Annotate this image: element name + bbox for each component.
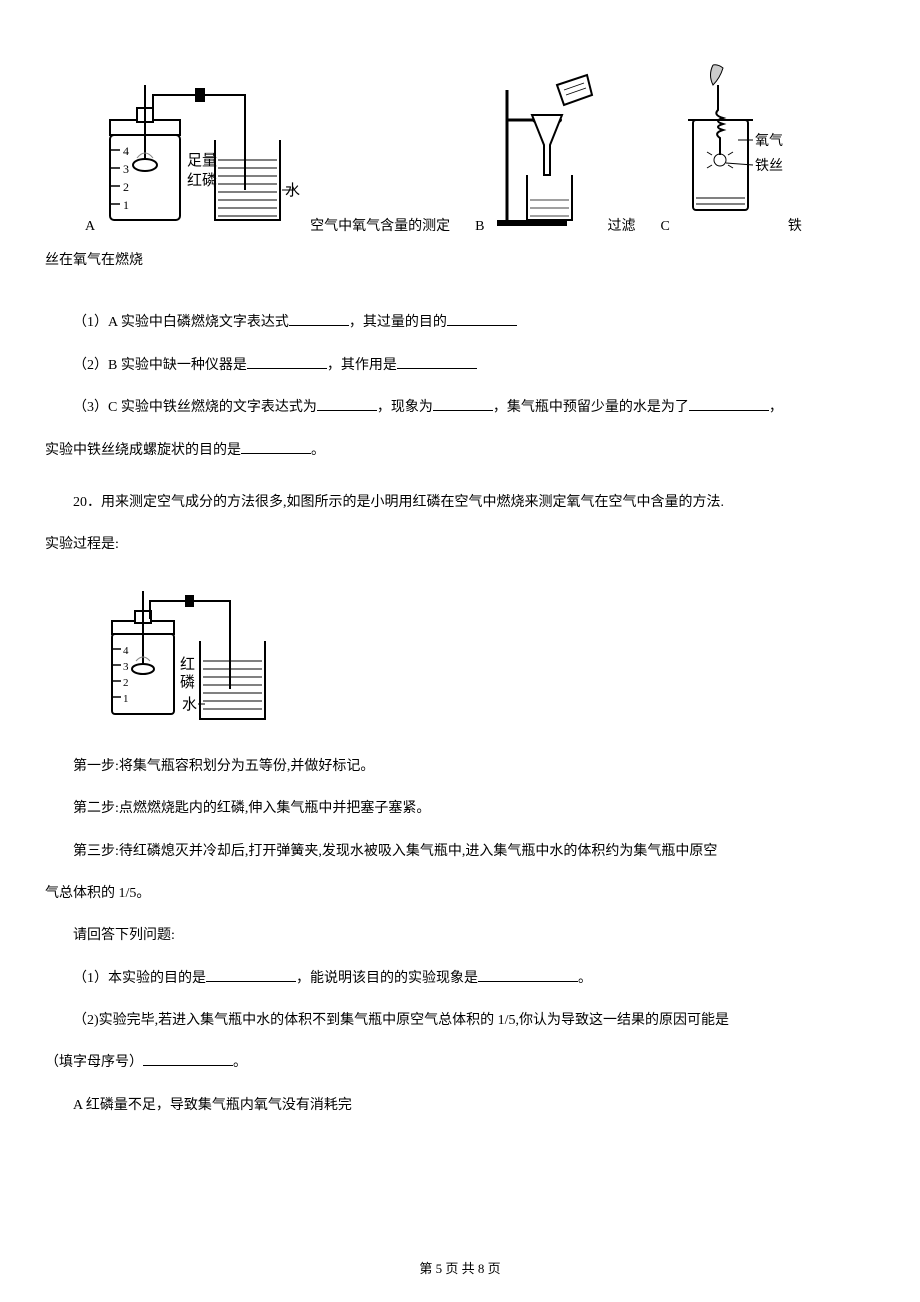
q20-intro-line2: 实验过程是:: [45, 527, 875, 563]
q20-sub2-line1: （2)实验完毕,若进入集气瓶中水的体积不到集气瓶中原空气总体积的 1/5,你认为…: [45, 1003, 875, 1039]
q20-number: 20．: [73, 495, 101, 510]
svg-text:氧气: 氧气: [755, 133, 783, 149]
svg-text:3: 3: [123, 661, 129, 673]
q1-part3-line2-end: 。: [311, 443, 325, 458]
q20-sub2-line2: （填字母序号） 。: [45, 1045, 875, 1081]
label-b-letter: B: [475, 219, 484, 235]
q1-part2: （2）B 实验中缺一种仪器是 ，其作用是: [45, 348, 875, 384]
q20-apparatus-svg: 4 3 2 1 红 磷 水: [100, 579, 290, 734]
scale-2: 2: [123, 180, 129, 194]
scale-1: 1: [123, 198, 129, 212]
svg-text:4: 4: [123, 645, 129, 657]
q1-part3-line1: （3）C 实验中铁丝燃烧的文字表达式为 ，现象为 ，集气瓶中预留少量的水是为了 ，: [45, 390, 875, 426]
blank: [241, 440, 311, 454]
blank: [689, 397, 769, 411]
q1-part3-line2: 实验中铁丝绕成螺旋状的目的是 。: [45, 433, 875, 469]
q20-intro-pre: 用来测定空气成分的方法很多,如图所示的是小明用红磷在空气中燃烧来测定氧气在空气中…: [101, 495, 724, 510]
caption-a: 空气中氧气含量的测定: [310, 215, 450, 235]
blank: [433, 397, 493, 411]
label-honglin: 红磷: [187, 172, 217, 189]
continuation-line: 丝在氧气在燃烧: [45, 243, 875, 279]
q1-part1-pre: （1）A 实验中白磷燃烧文字表达式: [73, 315, 289, 330]
q1-part1: （1）A 实验中白磷燃烧文字表达式 ，其过量的目的: [45, 305, 875, 341]
svg-text:红: 红: [180, 656, 195, 673]
diagram-q20: 4 3 2 1 红 磷 水: [100, 579, 875, 734]
label-a-letter: A: [85, 219, 95, 235]
blank: [247, 355, 327, 369]
label-zuliang: 足量: [187, 152, 217, 169]
label-c-letter: C: [660, 219, 669, 235]
q20-step3-line1: 第三步:待红磷熄灭并冷却后,打开弹簧夹,发现水被吸入集气瓶中,进入集气瓶中水的体…: [45, 834, 875, 870]
q1-part2-mid: ，其作用是: [327, 358, 397, 373]
diagram-a: 4 3 2 1 足量 红磷 水: [95, 60, 305, 235]
q1-part1-mid: ，其过量的目的: [349, 315, 447, 330]
iron-wire-apparatus-svg: 氧气 铁丝: [678, 60, 788, 235]
q20-prompt: 请回答下列问题:: [45, 918, 875, 954]
svg-text:铁丝: 铁丝: [755, 158, 783, 174]
caption-b: 过滤: [607, 215, 635, 235]
caption-c: 铁: [788, 215, 802, 235]
q20-intro-line1: 20．用来测定空气成分的方法很多,如图所示的是小明用红磷在空气中燃烧来测定氧气在…: [45, 485, 875, 521]
q20-sub2-line2-end: 。: [233, 1055, 247, 1070]
q1-part3-pre: （3）C 实验中铁丝燃烧的文字表达式为: [73, 400, 317, 415]
svg-text:2: 2: [123, 677, 129, 689]
page-footer: 第 5 页 共 8 页: [0, 1258, 920, 1277]
blank: [478, 968, 578, 982]
diagram-c: 氧气 铁丝: [678, 60, 788, 235]
q1-part3-end: ，: [769, 400, 783, 415]
blank: [447, 312, 517, 326]
q20-sub1-mid: ，能说明该目的的实验现象是: [296, 971, 478, 986]
q20-step1: 第一步:将集气瓶容积划分为五等份,并做好标记。: [45, 749, 875, 785]
blank: [397, 355, 477, 369]
diagram-b: [492, 60, 602, 235]
q1-part2-pre: （2）B 实验中缺一种仪器是: [73, 358, 247, 373]
q1-part3-mid1: ，现象为: [377, 400, 433, 415]
diagram-row-top: A 4 3 2 1: [45, 60, 875, 235]
q20-step2: 第二步:点燃燃烧匙内的红磷,伸入集气瓶中并把塞子塞紧。: [45, 791, 875, 827]
blank: [206, 968, 296, 982]
q20-sub1-end: 。: [578, 971, 592, 986]
q20-sub1: （1）本实验的目的是 ，能说明该目的的实验现象是 。: [45, 961, 875, 997]
filter-apparatus-svg: [492, 60, 602, 235]
svg-text:1: 1: [123, 693, 129, 705]
q20-optA: A 红磷量不足，导致集气瓶内氧气没有消耗完: [45, 1088, 875, 1124]
air-oxygen-apparatus-svg: 4 3 2 1 足量 红磷 水: [95, 60, 305, 235]
blank: [289, 312, 349, 326]
scale-4: 4: [123, 144, 129, 158]
scale-3: 3: [123, 162, 129, 176]
blank: [143, 1052, 233, 1066]
q20-sub1-pre: （1）本实验的目的是: [73, 971, 206, 986]
svg-text:磷: 磷: [180, 674, 195, 691]
q20-sub2-line2-pre: （填字母序号）: [45, 1055, 143, 1070]
q1-part3-line2-pre: 实验中铁丝绕成螺旋状的目的是: [45, 443, 241, 458]
svg-text:水: 水: [182, 696, 197, 713]
q20-step3-line2: 气总体积的 1/5。: [45, 876, 875, 912]
q1-part3-mid2: ，集气瓶中预留少量的水是为了: [493, 400, 689, 415]
blank: [317, 397, 377, 411]
